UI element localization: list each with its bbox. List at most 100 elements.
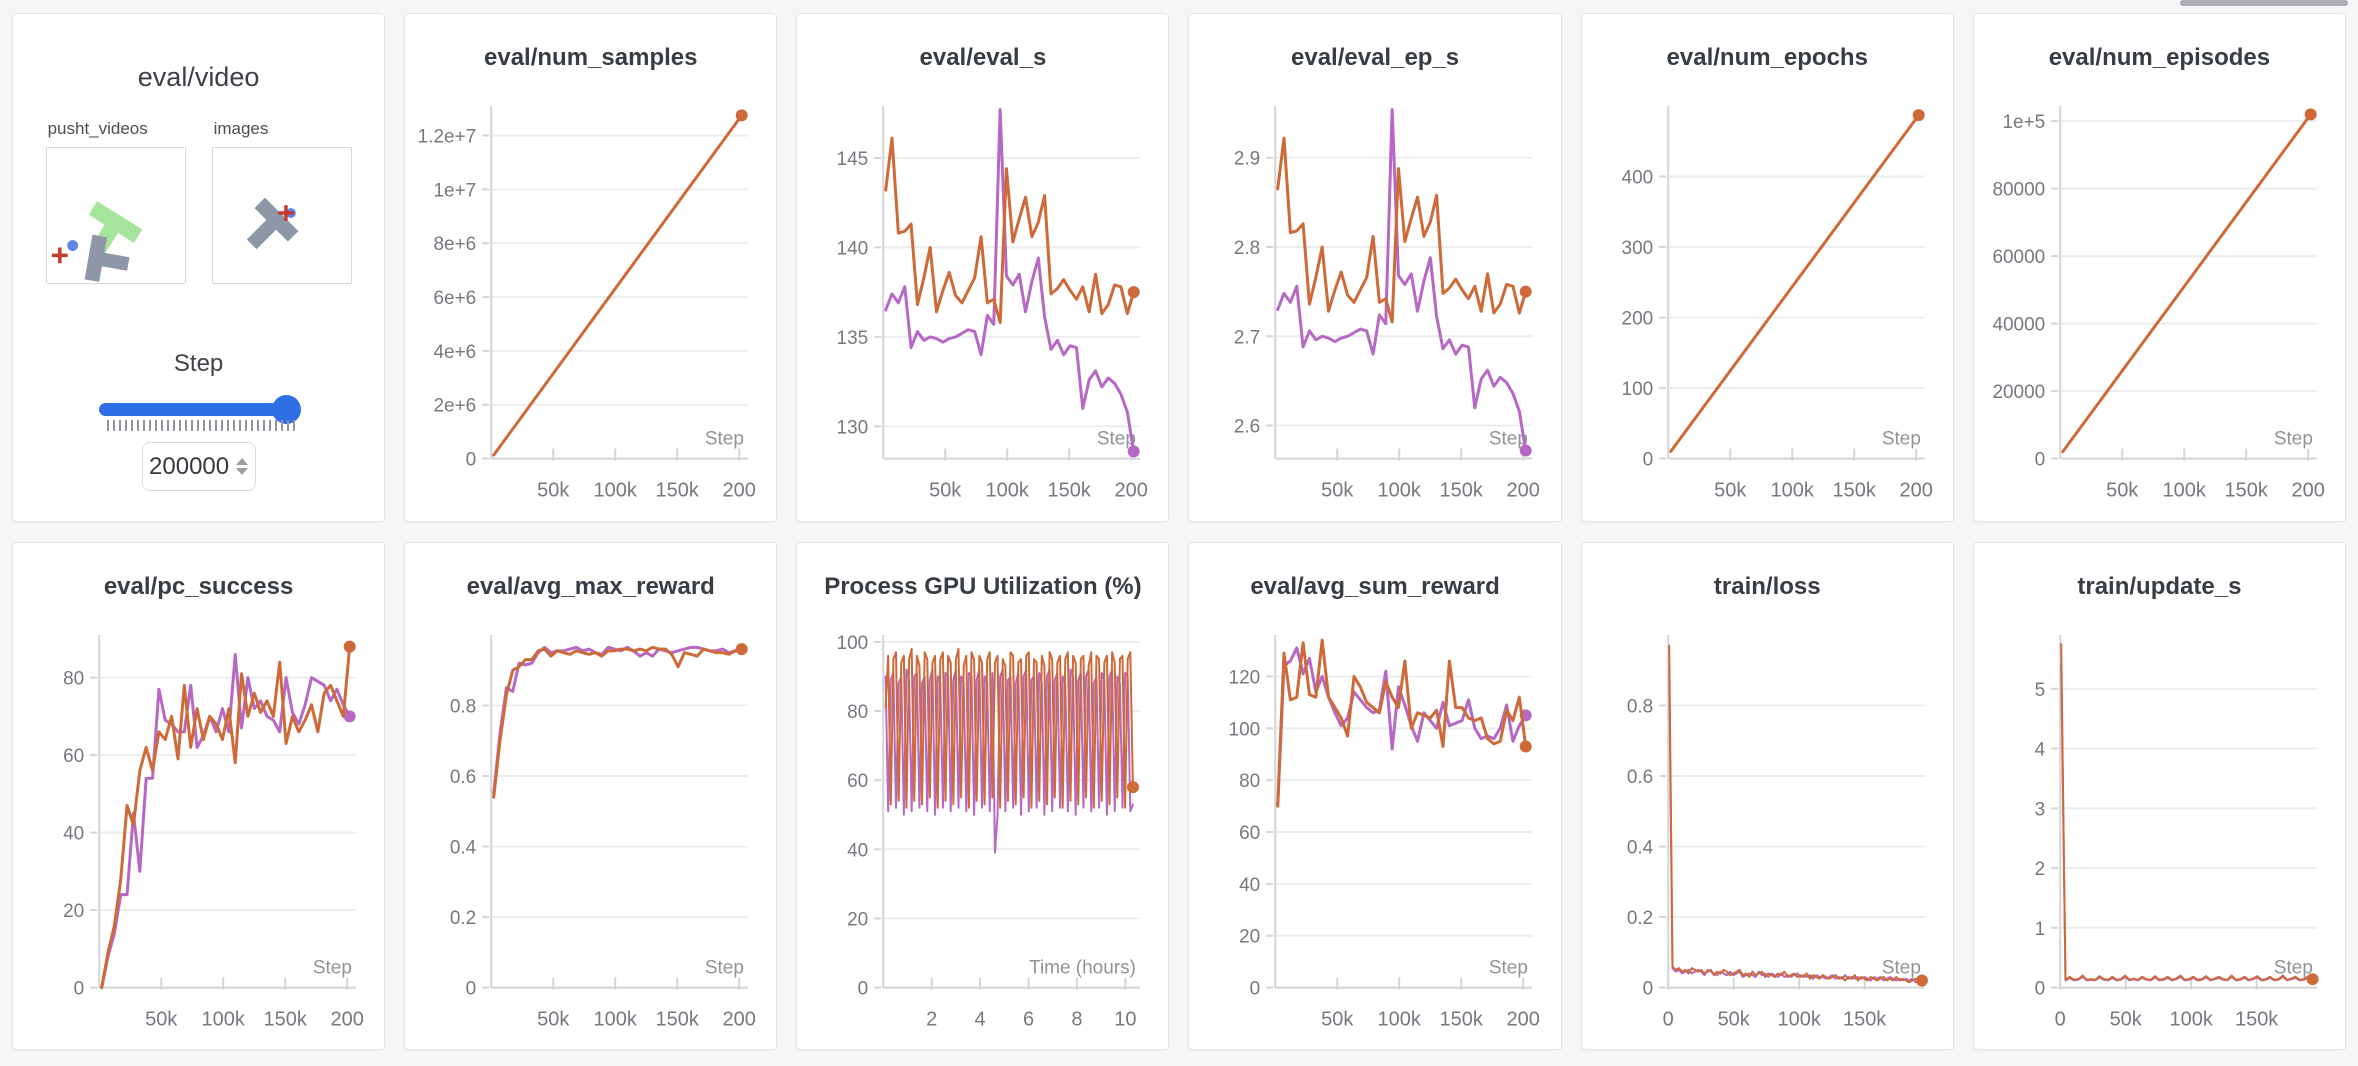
svg-text:200: 200 — [1621, 309, 1653, 330]
svg-text:120: 120 — [1229, 667, 1261, 688]
chart-plot[interactable]: 0 20 40 60 80 50k 100k 150k 200 Step — [13, 621, 384, 1044]
media-images: images — [211, 119, 352, 284]
svg-text:100k: 100k — [2162, 480, 2206, 502]
svg-text:50k: 50k — [2106, 480, 2139, 502]
svg-text:4: 4 — [2034, 739, 2045, 760]
svg-text:60: 60 — [1240, 823, 1261, 844]
svg-text:10: 10 — [1115, 1008, 1137, 1030]
svg-text:0.8: 0.8 — [450, 696, 476, 717]
svg-text:0: 0 — [858, 978, 869, 999]
chart-panel-eval-eval-s: eval/eval_s 130 135 140 145 50k 100k 150k 200 Ste… — [796, 13, 1170, 522]
svg-text:50k: 50k — [1322, 480, 1355, 502]
svg-text:200: 200 — [1115, 480, 1148, 502]
chart-plot[interactable]: 0 0.2 0.4 0.6 0.8 0 50k 100k 150k Step — [1582, 621, 1953, 1044]
chart-panel-train-update-s: train/update_s 0 1 2 3 4 5 0 50k 100k 150k Step — [1972, 541, 2346, 1050]
svg-text:20: 20 — [847, 909, 868, 930]
svg-text:6e+6: 6e+6 — [434, 288, 477, 309]
svg-text:Time (hours): Time (hours) — [1029, 957, 1136, 978]
svg-text:3: 3 — [2034, 799, 2045, 820]
slider-thumb[interactable] — [271, 395, 301, 424]
svg-text:150k: 150k — [656, 480, 700, 502]
svg-text:150k: 150k — [2235, 1008, 2279, 1030]
chart-title: train/loss — [1713, 572, 1821, 600]
svg-text:80000: 80000 — [1992, 180, 2045, 201]
svg-text:50k: 50k — [2109, 1008, 2142, 1030]
slider-tick-ruler — [106, 420, 297, 431]
images-thumbnail[interactable] — [211, 147, 352, 284]
media-label: pusht_videos — [47, 119, 148, 138]
svg-text:200: 200 — [723, 480, 756, 502]
svg-text:2.9: 2.9 — [1234, 149, 1260, 170]
svg-text:4e+6: 4e+6 — [434, 342, 477, 363]
chart-plot[interactable]: 0 20000 40000 60000 80000 1e+5 50k 100k 150k 200 S… — [1974, 92, 2345, 515]
spinner-down-icon[interactable] — [236, 468, 249, 475]
horizontal-scrollbar[interactable] — [2180, 0, 2348, 6]
svg-text:50k: 50k — [1714, 480, 1747, 502]
svg-text:0: 0 — [466, 978, 477, 999]
svg-text:0: 0 — [1642, 978, 1653, 999]
svg-text:60000: 60000 — [1992, 247, 2045, 268]
svg-text:0: 0 — [466, 450, 477, 471]
svg-text:Step: Step — [1489, 957, 1528, 978]
svg-text:0: 0 — [2034, 450, 2045, 471]
svg-text:2.8: 2.8 — [1234, 238, 1260, 259]
chart-title: eval/num_epochs — [1666, 44, 1868, 71]
video-panel-title: eval/video — [137, 62, 260, 92]
chart-panel-eval-pc-success: eval/pc_success 0 20 40 60 80 50k 100k 150k 200 St… — [12, 541, 386, 1050]
chart-plot[interactable]: 130 135 140 145 50k 100k 150k 200 Step — [797, 92, 1168, 515]
slider-track[interactable] — [98, 395, 301, 424]
video-panel: eval/video pusht_videos — [12, 13, 386, 522]
chart-title: eval/eval_s — [919, 44, 1047, 71]
pusht-video-thumbnail[interactable] — [45, 147, 186, 284]
step-slider[interactable] — [98, 394, 301, 431]
svg-text:80: 80 — [847, 702, 868, 723]
chart-panel-eval-avg-sum-reward: eval/avg_sum_reward 0 20 40 60 80 100 120 50k 100… — [1188, 541, 1562, 1050]
svg-text:150k: 150k — [656, 1008, 700, 1030]
svg-text:Step: Step — [1882, 957, 1921, 978]
svg-text:6: 6 — [1023, 1008, 1034, 1030]
svg-text:40: 40 — [1240, 874, 1261, 895]
svg-text:20: 20 — [63, 901, 84, 922]
chart-title: eval/pc_success — [103, 572, 294, 600]
svg-text:100k: 100k — [2169, 1008, 2213, 1030]
svg-text:Step: Step — [2274, 429, 2313, 450]
chart-panel-process-gpu-utilization-: Process GPU Utilization (%) 0 20 40 60 80 100 2… — [796, 541, 1170, 1050]
svg-text:100: 100 — [1621, 379, 1653, 400]
stepper-spinner[interactable] — [236, 458, 249, 475]
svg-text:150k: 150k — [264, 1008, 308, 1030]
chart-plot[interactable]: 0 100 200 300 400 50k 100k 150k 200 Step — [1582, 92, 1953, 515]
svg-text:40: 40 — [63, 823, 84, 844]
svg-text:200: 200 — [1507, 480, 1540, 502]
svg-text:0: 0 — [2054, 1008, 2065, 1030]
svg-text:1e+5: 1e+5 — [2002, 112, 2045, 133]
svg-text:100k: 100k — [594, 480, 638, 502]
chart-plot[interactable]: 0 20 40 60 80 100 120 50k 100k 150k 200 Step — [1189, 621, 1560, 1044]
svg-text:50k: 50k — [145, 1008, 178, 1030]
svg-text:2: 2 — [926, 1008, 937, 1030]
svg-text:0.6: 0.6 — [450, 767, 476, 788]
chart-plot[interactable]: 0 1 2 3 4 5 0 50k 100k 150k Step — [1974, 621, 2345, 1044]
svg-text:200: 200 — [331, 1008, 364, 1030]
svg-text:0: 0 — [2034, 978, 2045, 999]
svg-text:0.6: 0.6 — [1627, 767, 1653, 788]
svg-text:Step: Step — [1097, 429, 1136, 450]
step-value-stepper[interactable]: 200000 — [141, 442, 256, 491]
chart-title: eval/num_samples — [484, 44, 698, 71]
svg-text:145: 145 — [837, 149, 869, 170]
chart-plot[interactable]: 0 0.2 0.4 0.6 0.8 50k 100k 150k 200 Step — [405, 621, 776, 1044]
svg-text:200: 200 — [1507, 1008, 1540, 1030]
svg-text:0: 0 — [1642, 450, 1653, 471]
chart-plot[interactable]: 2.6 2.7 2.8 2.9 50k 100k 150k 200 Step — [1189, 92, 1560, 515]
svg-text:100k: 100k — [202, 1008, 246, 1030]
svg-text:20: 20 — [1240, 926, 1261, 947]
svg-text:8: 8 — [1072, 1008, 1083, 1030]
pusht-scene-icon — [46, 148, 185, 283]
svg-text:1: 1 — [2034, 918, 2045, 939]
chart-panel-eval-eval-ep-s: eval/eval_ep_s 2.6 2.7 2.8 2.9 50k 100k 150k 200… — [1188, 13, 1562, 522]
svg-text:50k: 50k — [537, 1008, 570, 1030]
spinner-up-icon[interactable] — [236, 458, 249, 465]
chart-plot[interactable]: 0 2e+6 4e+6 6e+6 8e+6 1e+7 1.2e+7 50k 100k 150k 20… — [405, 92, 776, 515]
chart-plot[interactable]: 0 20 40 60 80 100 2 4 6 8 10 Time (hours) — [797, 621, 1168, 1044]
svg-text:150k: 150k — [1440, 1008, 1484, 1030]
